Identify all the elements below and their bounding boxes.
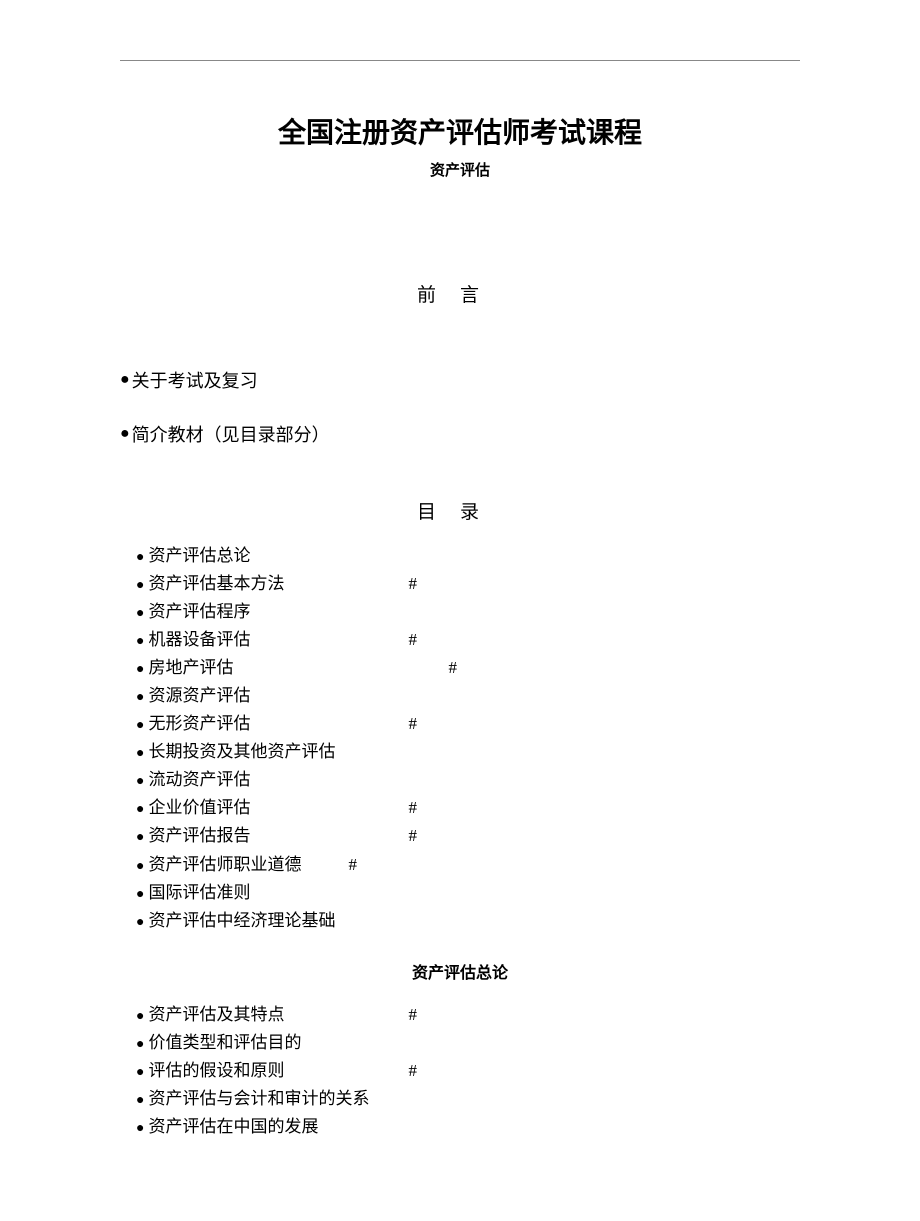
list-item-label: 资产评估师职业道德: [148, 851, 408, 879]
list-item: ●资产评估中经济理论基础: [136, 907, 800, 935]
bullet-icon: ●: [136, 827, 144, 849]
bullet-icon: ●: [136, 575, 144, 597]
list-item-label: 资产评估与会计和审计的关系: [148, 1085, 408, 1113]
list-item-label: 房地产评估: [148, 654, 408, 682]
list-item: ●流动资产评估: [136, 766, 800, 794]
toc-list: ●资产评估总论●资产评估基本方法#●资产评估程序●机器设备评估#●房地产评估#●…: [120, 542, 800, 935]
list-item-label: 资产评估中经济理论基础: [148, 907, 408, 935]
toc-heading: 目录: [120, 497, 800, 524]
list-item-label: 资产评估基本方法: [148, 570, 408, 598]
bullet-icon: ●: [136, 1118, 144, 1140]
bullet-icon: ●: [136, 715, 144, 737]
bullet-icon: ●: [136, 1090, 144, 1112]
list-item-label: 资产评估及其特点: [148, 1001, 408, 1029]
list-item-label: 企业价值评估: [148, 794, 408, 822]
list-item: ●机器设备评估#: [136, 626, 800, 654]
list-item: ●评估的假设和原则#: [136, 1057, 800, 1085]
list-item-label: 价值类型和评估目的: [148, 1029, 408, 1057]
list-item: ●企业价值评估#: [136, 794, 800, 822]
intro-block: ● 关于考试及复习 ● 简介教材（见目录部分）: [120, 367, 800, 447]
list-item-label: 机器设备评估: [148, 626, 408, 654]
bullet-icon: ●: [136, 799, 144, 821]
bullet-icon: ●: [136, 771, 144, 793]
bullet-icon: ●: [136, 631, 144, 653]
list-item-label: 评估的假设和原则: [148, 1057, 408, 1085]
intro-item: ● 关于考试及复习: [120, 367, 800, 393]
list-item-label: 长期投资及其他资产评估: [148, 738, 408, 766]
list-item: ●国际评估准则: [136, 879, 800, 907]
bullet-icon: ●: [136, 912, 144, 934]
list-item: ●无形资产评估#: [136, 710, 800, 738]
list-item-marker: #: [408, 1001, 417, 1029]
bullet-icon: ●: [120, 367, 130, 393]
list-item: ●资产评估在中国的发展: [136, 1113, 800, 1141]
list-item: ●价值类型和评估目的: [136, 1029, 800, 1057]
list-item-marker: #: [408, 1057, 417, 1085]
bullet-icon: ●: [120, 421, 130, 447]
list-item-marker: #: [348, 851, 357, 879]
list-item-marker: #: [408, 710, 417, 738]
list-item: ●长期投资及其他资产评估: [136, 738, 800, 766]
bullet-icon: ●: [136, 856, 144, 878]
list-item-label: 资产评估在中国的发展: [148, 1113, 408, 1141]
bullet-icon: ●: [136, 603, 144, 625]
list-item-label: 国际评估准则: [148, 879, 408, 907]
list-item-label: 资源资产评估: [148, 682, 408, 710]
list-item: ●房地产评估 #: [136, 654, 800, 682]
intro-item: ● 简介教材（见目录部分）: [120, 421, 800, 447]
top-rule: [120, 60, 800, 61]
list-item: ●资产评估总论: [136, 542, 800, 570]
bullet-icon: ●: [136, 1062, 144, 1084]
bullet-icon: ●: [136, 687, 144, 709]
section1-heading: 资产评估总论: [120, 959, 800, 983]
list-item: ●资产评估与会计和审计的关系: [136, 1085, 800, 1113]
list-item-marker: #: [408, 794, 417, 822]
bullet-icon: ●: [136, 1006, 144, 1028]
bullet-icon: ●: [136, 659, 144, 681]
list-item-label: 资产评估总论: [148, 542, 408, 570]
intro-item-label: 关于考试及复习: [132, 367, 258, 393]
subtitle: 资产评估: [120, 159, 800, 180]
list-item-label: 资产评估程序: [148, 598, 408, 626]
list-item: ●资产评估基本方法#: [136, 570, 800, 598]
intro-item-label: 简介教材（见目录部分）: [132, 421, 330, 447]
main-title: 全国注册资产评估师考试课程: [120, 111, 800, 151]
document-page: 全国注册资产评估师考试课程 资产评估 前言 ● 关于考试及复习 ● 简介教材（见…: [0, 0, 920, 1221]
bullet-icon: ●: [136, 743, 144, 765]
list-item: ●资产评估及其特点#: [136, 1001, 800, 1029]
list-item: ●资产评估程序: [136, 598, 800, 626]
list-item-marker: #: [448, 654, 457, 682]
list-item-marker: #: [408, 822, 417, 850]
list-item-label: 流动资产评估: [148, 766, 408, 794]
bullet-icon: ●: [136, 884, 144, 906]
bullet-icon: ●: [136, 1034, 144, 1056]
preface-heading: 前言: [120, 280, 800, 307]
section1-list: ●资产评估及其特点#●价值类型和评估目的●评估的假设和原则#●资产评估与会计和审…: [120, 1001, 800, 1141]
list-item-label: 资产评估报告: [148, 822, 408, 850]
list-item: ●资产评估师职业道德#: [136, 851, 800, 879]
list-item: ●资产评估报告#: [136, 822, 800, 850]
bullet-icon: ●: [136, 547, 144, 569]
list-item-label: 无形资产评估: [148, 710, 408, 738]
list-item-marker: #: [408, 626, 417, 654]
list-item: ●资源资产评估: [136, 682, 800, 710]
list-item-marker: #: [408, 570, 417, 598]
